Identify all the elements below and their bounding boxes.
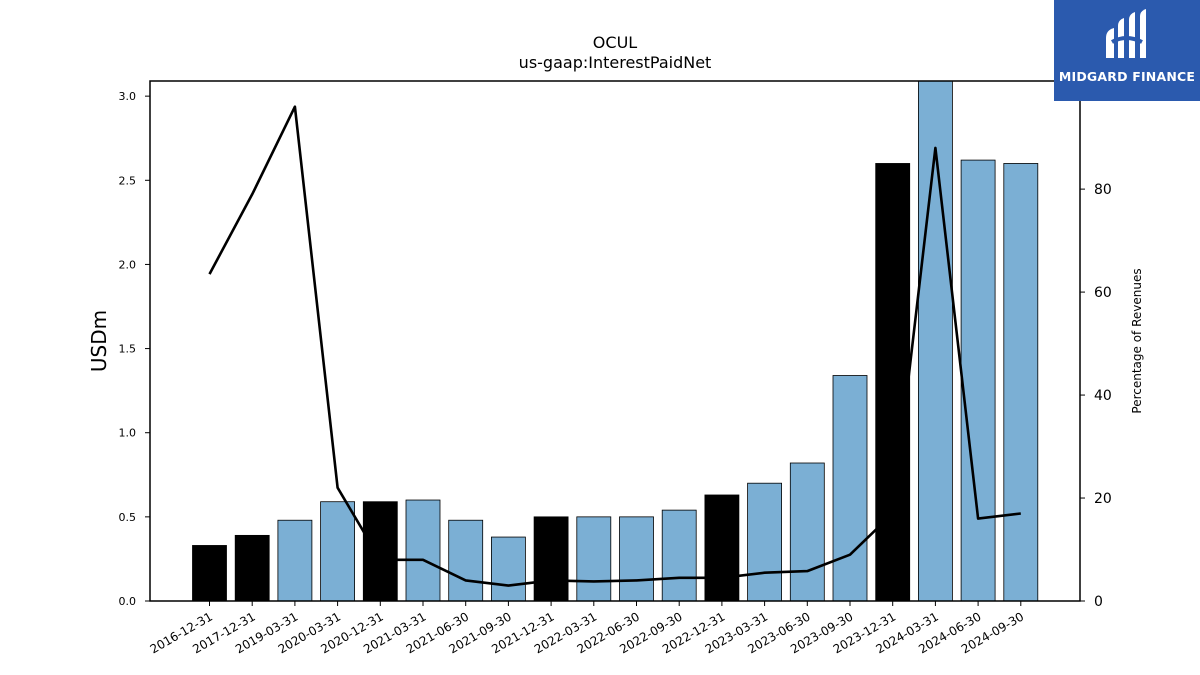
bar: [320, 501, 356, 602]
chart-subtitle: us-gaap:InterestPaidNet: [518, 53, 712, 72]
y2-tick-label: 40: [1094, 388, 1112, 404]
bar: [490, 536, 526, 602]
bar: [362, 501, 398, 602]
y2-tick-label: 20: [1094, 491, 1112, 507]
bar: [704, 494, 740, 602]
chart-title: OCUL: [592, 33, 638, 52]
y-tick-label: 1.5: [119, 343, 137, 356]
bar: [405, 499, 441, 602]
y-axis-label: USDm: [87, 310, 111, 372]
y2-tick-label: 80: [1094, 182, 1112, 198]
y-tick-label: 0.0: [119, 595, 137, 608]
bar: [918, 80, 953, 602]
percentage-line: [208, 105, 1021, 587]
bar: [192, 545, 227, 602]
bar: [875, 163, 911, 602]
bar: [832, 375, 868, 602]
bar: [960, 159, 996, 602]
y2-tick-label: 60: [1094, 285, 1112, 301]
bar: [747, 482, 782, 602]
bar: [1003, 163, 1039, 602]
y-tick-label: 2.5: [119, 174, 137, 187]
bar: [533, 516, 569, 602]
midgard-logo-icon: [1106, 9, 1146, 58]
bar: [448, 519, 484, 602]
bar: [661, 509, 697, 602]
y-tick-label: 3.0: [119, 90, 137, 103]
y-tick-label: 0.5: [119, 511, 137, 524]
y2-tick-label: 0: [1094, 594, 1103, 610]
plot-frame: [149, 80, 1081, 602]
bar: [234, 534, 270, 602]
y-tick-label: 1.0: [119, 427, 137, 440]
bar: [576, 516, 612, 602]
logo-text: MIDGARD FINANCE: [1058, 69, 1196, 84]
logo: MIDGARD FINANCE: [1054, 0, 1200, 101]
y-tick-label: 2.0: [119, 258, 137, 271]
y2-axis-label: Percentage of Revenues: [1130, 268, 1144, 413]
bar: [277, 519, 313, 602]
bar: [789, 462, 825, 602]
bar: [619, 516, 654, 602]
